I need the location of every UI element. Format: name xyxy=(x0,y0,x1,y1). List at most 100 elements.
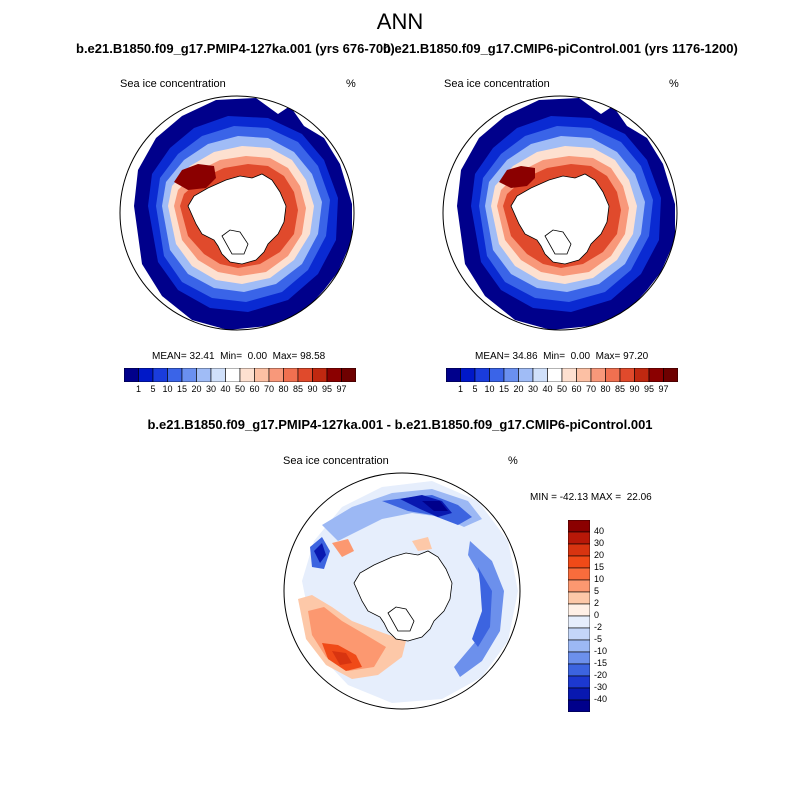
panel1-stats: MEAN= 32.41 Min= 0.00 Max= 98.58 xyxy=(152,351,325,362)
panel1-colorbar-tick-label: 97 xyxy=(336,384,347,394)
panel1-colorbar-tick-label: 60 xyxy=(249,384,260,394)
diff-colorbar-tick-label: 10 xyxy=(594,574,605,584)
panel1-colorbar-box xyxy=(268,368,284,382)
panel2-colorbar-tick-label: 80 xyxy=(600,384,611,394)
panel2-colorbar-box xyxy=(489,368,505,382)
panel2-colorbar-box xyxy=(474,368,490,382)
panel2-colorbar-box xyxy=(561,368,577,382)
panel1-colorbar-tick-label: 85 xyxy=(292,384,303,394)
panel1-colorbar-tick-label: 95 xyxy=(321,384,332,394)
panel1-colorbar-box xyxy=(254,368,270,382)
panel1-colorbar-box xyxy=(138,368,154,382)
diff-colorbar-tick-label: 2 xyxy=(594,598,600,608)
panel1-colorbar-box xyxy=(124,368,139,382)
panel1-colorbar-tick-label: 10 xyxy=(162,384,173,394)
panel2-colorbar-box xyxy=(532,368,548,382)
panel1-colorbar-tick-label: 40 xyxy=(220,384,231,394)
panel2-colorbar-tick-label: 15 xyxy=(498,384,509,394)
panel2-colorbar-tick-label: 85 xyxy=(614,384,625,394)
panel2-colorbar-box xyxy=(446,368,461,382)
panel2-colorbar-tick-label: 5 xyxy=(472,384,478,394)
panel2-colorbar-box xyxy=(634,368,650,382)
panel2-colorbar-box xyxy=(460,368,476,382)
panel2-variable-label: Sea ice concentration xyxy=(444,78,550,90)
panel2-case-title: b.e21.B1850.f09_g17.CMIP6-piControl.001 … xyxy=(383,41,738,56)
panel1-colorbar-labels: 1 5 10 15 20 30 40 50 60 70 80 85 90 95 97 xyxy=(124,384,356,396)
panel1-colorbar-box xyxy=(181,368,197,382)
panel1-colorbar-tick-label: 80 xyxy=(278,384,289,394)
panel1-colorbar-box xyxy=(167,368,183,382)
diff-colorbar-tick-label: 5 xyxy=(594,586,600,596)
diff-colorbar-box xyxy=(568,675,590,689)
diff-colorbar-tick-label: -2 xyxy=(594,622,603,632)
panel1-colorbar-tick-label: 50 xyxy=(234,384,245,394)
panel1-mean-value: 32.41 xyxy=(189,351,215,362)
diff-colorbar-box xyxy=(568,699,590,712)
diff-minmax: MIN = -42.13 MAX = 22.06 xyxy=(530,492,652,503)
panel2-colorbar-box xyxy=(503,368,519,382)
diff-units-label: % xyxy=(508,455,518,467)
panel1-variable-label: Sea ice concentration xyxy=(120,78,226,90)
panel1-colorbar-box xyxy=(196,368,212,382)
panel1-min-value: 0.00 xyxy=(247,351,268,362)
diff-colorbar-box xyxy=(568,567,590,581)
panel1-polar-map xyxy=(119,95,355,331)
panel1-colorbar-box xyxy=(312,368,328,382)
panel2-colorbar-box xyxy=(576,368,592,382)
diff-colorbar-box xyxy=(568,579,590,593)
panel1-colorbar-box xyxy=(210,368,226,382)
panel1-mean-label: MEAN= xyxy=(152,351,187,362)
diff-colorbar-tick-label: -10 xyxy=(594,646,608,656)
panel1-colorbar-tick-label: 20 xyxy=(191,384,202,394)
panel2-max-label: Max= xyxy=(595,351,621,362)
panel1-colorbar-tick-label: 5 xyxy=(150,384,156,394)
panel2-colorbar-tick-label: 60 xyxy=(571,384,582,394)
panel2-stats: MEAN= 34.86 Min= 0.00 Max= 97.20 xyxy=(475,351,648,362)
diff-colorbar-box xyxy=(568,687,590,701)
panel2-colorbar-tick-label: 70 xyxy=(585,384,596,394)
panel1-colorbar-tick-label: 90 xyxy=(307,384,318,394)
panel2-colorbar-box xyxy=(648,368,664,382)
panel2-colorbar-box xyxy=(619,368,635,382)
panel1-colorbar-tick-label: 30 xyxy=(205,384,216,394)
diff-colorbar-labels: 40 30 20 15 10 5 2 0 -2 -5 -10 -15 -20 -30 -40 xyxy=(594,520,634,712)
panel1-colorbar-box xyxy=(283,368,299,382)
panel1-colorbar-tick-label: 1 xyxy=(135,384,141,394)
panel2-colorbar-box xyxy=(590,368,606,382)
panel2-mean-value: 34.86 xyxy=(512,351,538,362)
panel1-colorbar-box xyxy=(239,368,255,382)
diff-colorbar-tick-label: -20 xyxy=(594,670,608,680)
diff-colorbar-box xyxy=(568,663,590,677)
diff-colorbar-box xyxy=(568,615,590,629)
diff-colorbar-box xyxy=(568,591,590,605)
diff-colorbar-box xyxy=(568,627,590,641)
page-title: ANN xyxy=(376,9,424,34)
panel1-units-label: % xyxy=(346,78,356,90)
panel1-colorbar-tick-label: 70 xyxy=(263,384,274,394)
panel2-mean-label: MEAN= xyxy=(475,351,510,362)
panel1-colorbar-box xyxy=(326,368,342,382)
diff-variable-label: Sea ice concentration xyxy=(283,455,389,467)
diff-colorbar-box xyxy=(568,651,590,665)
panel1-max-label: Max= xyxy=(272,351,298,362)
diff-colorbar-box xyxy=(568,639,590,653)
diff-colorbar-box xyxy=(568,555,590,569)
panel1-min-label: Min= xyxy=(220,351,243,362)
panel1-case-title: b.e21.B1850.f09_g17.PMIP4-127ka.001 (yrs… xyxy=(76,41,395,56)
panel1-colorbar-box xyxy=(152,368,168,382)
diff-colorbar-tick-label: 15 xyxy=(594,562,605,572)
diff-colorbar-tick-label: 30 xyxy=(594,538,605,548)
panel2-min-label: Min= xyxy=(543,351,566,362)
diff-colorbar-tick-label: -5 xyxy=(594,634,603,644)
diff-colorbar-box xyxy=(568,520,590,533)
panel2-colorbar-box xyxy=(663,368,678,382)
diff-colorbar-tick-label: -40 xyxy=(594,694,608,704)
panel2-colorbar xyxy=(446,368,678,382)
panel1-colorbar-box xyxy=(341,368,356,382)
diff-colorbar xyxy=(568,520,590,712)
panel2-colorbar-tick-label: 40 xyxy=(542,384,553,394)
panel2-colorbar-tick-label: 95 xyxy=(643,384,654,394)
panel2-colorbar-box xyxy=(547,368,563,382)
diff-colorbar-tick-label: -15 xyxy=(594,658,608,668)
panel2-colorbar-tick-label: 1 xyxy=(457,384,463,394)
